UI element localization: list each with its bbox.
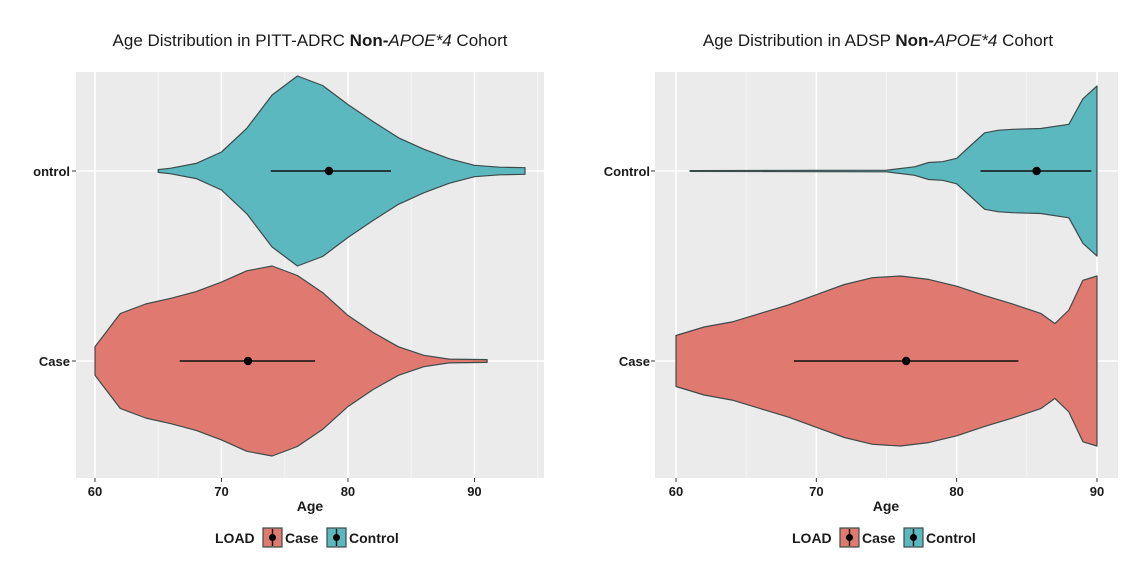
right-chart-panel: Age Distribution in ADSP Non-APOE*4 Coho… (604, 31, 1118, 548)
left-chart-panel: Age Distribution in PITT-ADRC Non-APOE*4… (33, 31, 544, 548)
left-mean-point-case (243, 356, 253, 366)
right-legend-key-dot-case (846, 534, 853, 541)
right-mean-point-control (1032, 166, 1041, 176)
left-x-tick-label: 90 (467, 484, 481, 499)
right-y-tick-label: Control (604, 164, 650, 179)
right-legend-title: LOAD (792, 530, 832, 546)
left-y-tick-label: Case (39, 354, 70, 369)
left-y-tick-label: ontrol (33, 164, 70, 179)
left-legend-key-dot-control (333, 534, 340, 541)
right-x-tick-label: 60 (669, 484, 683, 499)
left-mean-point-control (324, 166, 334, 176)
right-y-tick-label: Case (619, 354, 650, 369)
right-x-axis-label: Age (873, 498, 900, 514)
left-x-tick-label: 80 (341, 484, 355, 499)
left-legend-label-case: Case (285, 530, 319, 546)
right-x-tick-label: 90 (1090, 484, 1104, 499)
right-x-tick-label: 80 (949, 484, 963, 499)
right-violin-control (689, 85, 1098, 257)
right-x-tick-label: 70 (809, 484, 823, 499)
right-legend-label-control: Control (926, 530, 976, 546)
left-x-tick-label: 60 (88, 484, 102, 499)
right-legend-key-dot-control (910, 534, 917, 541)
left-chart-title: Age Distribution in PITT-ADRC Non-APOE*4… (113, 31, 508, 50)
left-legend-title: LOAD (215, 530, 255, 546)
left-x-axis-label: Age (297, 498, 324, 514)
left-legend-label-control: Control (349, 530, 399, 546)
left-legend-key-dot-case (269, 534, 276, 541)
right-legend-label-case: Case (862, 530, 896, 546)
right-mean-point-case (901, 356, 911, 366)
left-x-tick-label: 70 (214, 484, 228, 499)
right-chart-title: Age Distribution in ADSP Non-APOE*4 Coho… (703, 31, 1054, 50)
